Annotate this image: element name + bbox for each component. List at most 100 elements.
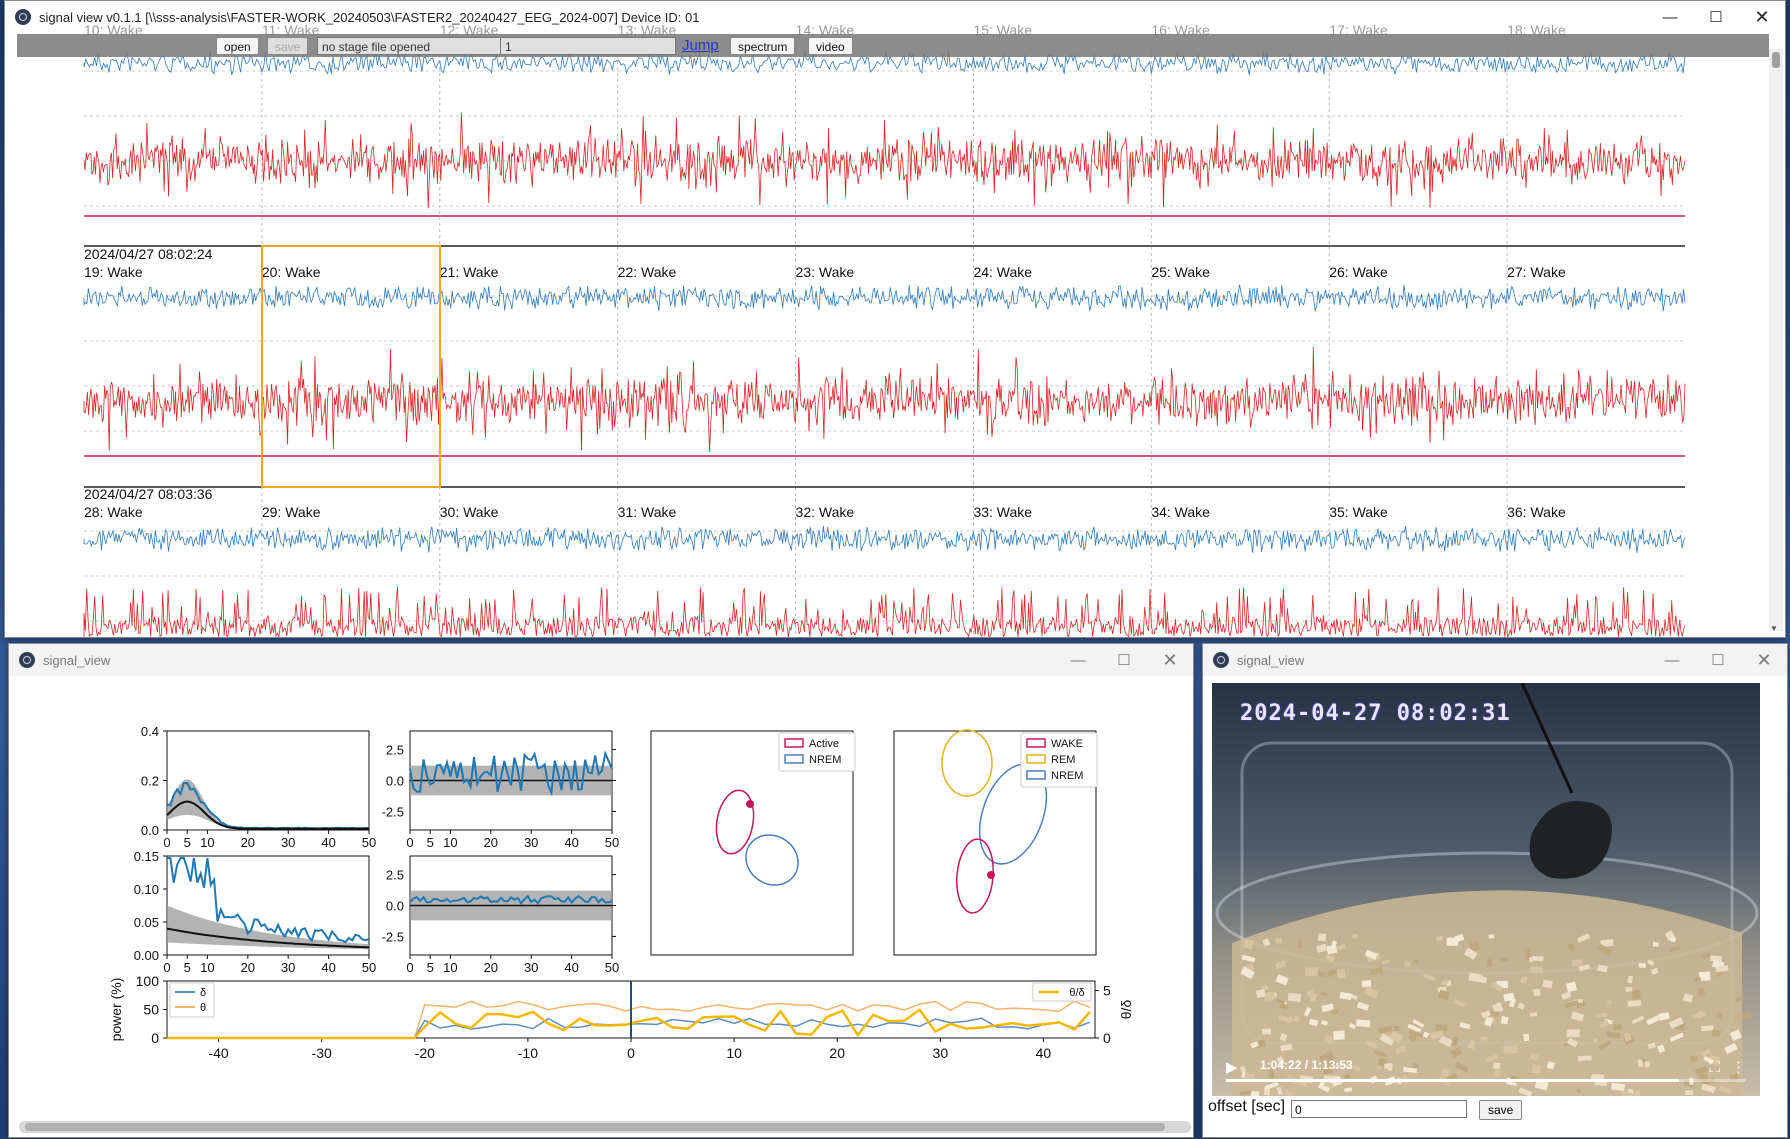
epoch-label[interactable]: 35: Wake (1329, 504, 1388, 520)
bedding-chip (1652, 942, 1659, 947)
jump-epoch-input[interactable]: 1 (500, 37, 676, 55)
epoch-label[interactable]: 33: Wake (973, 504, 1032, 520)
bedding-chip (1450, 1046, 1463, 1058)
epoch-label[interactable]: 21: Wake (440, 264, 499, 280)
bedding-chip (1317, 933, 1327, 942)
jump-link[interactable]: Jump (682, 37, 719, 54)
bedding-chip (1492, 1002, 1504, 1014)
scroll-down-arrow[interactable]: ▼ (1770, 624, 1778, 633)
epoch-label[interactable]: 26: Wake (1329, 264, 1388, 280)
bedding-chip (1711, 1029, 1721, 1038)
bedding-chip (1334, 943, 1346, 952)
bedding-chip (1469, 940, 1481, 952)
video-progress-bar[interactable] (1226, 1079, 1746, 1082)
cluster-ellipse (941, 729, 993, 797)
bedding-chip (1566, 1037, 1578, 1048)
bedding-chip (1323, 1034, 1334, 1045)
play-icon[interactable]: ▶ (1226, 1059, 1238, 1076)
bedding-chip (1318, 1050, 1335, 1065)
bedding-chip (1483, 1016, 1494, 1027)
main-toolbar: open save no stage file opened 1 Jump sp… (17, 34, 1769, 57)
epoch-label[interactable]: 24: Wake (973, 264, 1032, 280)
video-titlebar: signal_view — ☐ ✕ (1203, 644, 1787, 676)
minimize-button[interactable]: — (1070, 651, 1086, 669)
legend-label: θ (200, 1002, 206, 1014)
timeline-series (167, 1000, 1091, 1039)
bedding-chip (1378, 1026, 1393, 1034)
spectrum-button[interactable]: spectrum (730, 37, 796, 55)
minimize-button[interactable]: — (1662, 8, 1678, 26)
bedding-chip (1647, 1042, 1657, 1050)
mean-spectrum (166, 927, 370, 949)
epoch-label[interactable]: 29: Wake (262, 504, 321, 520)
epoch-label[interactable]: 20: Wake (262, 264, 321, 280)
video-player[interactable]: 2024-04-27 08:02:31 ▶ 1:04:22 / 1:13:53 … (1212, 683, 1760, 1096)
epoch-label[interactable]: 19: Wake (84, 264, 143, 280)
more-options-icon[interactable]: ⋮ (1731, 1059, 1746, 1076)
bedding-chip (1446, 937, 1459, 946)
bedding-chip (1522, 948, 1531, 953)
epoch-label[interactable]: 23: Wake (796, 264, 855, 280)
vertical-scrollbar[interactable]: ▼ (1769, 49, 1783, 633)
scrollbar-thumb[interactable] (25, 1123, 1165, 1131)
spectrum-window: signal_view — ☐ ✕ 0.4 0.2 0.0 0 5 10 20 30 40 50 0… (8, 643, 1194, 1138)
tick-label: -40 (208, 1045, 228, 1061)
signal-traces[interactable]: 2024/04/27 08:02:24 2024/04/27 08:03:36 … (5, 1, 1785, 637)
epoch-label[interactable]: 25: Wake (1151, 264, 1210, 280)
close-button[interactable]: ✕ (1162, 649, 1178, 670)
mouse-silhouette (1529, 801, 1612, 879)
stage-file-field[interactable]: no stage file opened (317, 37, 503, 55)
epoch-label[interactable]: 34: Wake (1151, 504, 1210, 520)
epoch-label[interactable]: 30: Wake (440, 504, 499, 520)
close-button[interactable]: ✕ (1754, 6, 1770, 27)
bedding-chip (1592, 1037, 1598, 1044)
signal-trace (83, 346, 1686, 452)
bedding-chip (1331, 940, 1338, 947)
bedding-chip (1323, 1081, 1334, 1089)
epoch-label[interactable]: 22: Wake (618, 264, 677, 280)
video-window-title: signal_view (1237, 652, 1305, 668)
bedding-chip (1361, 979, 1372, 988)
bedding-chip (1264, 1081, 1279, 1091)
horizontal-scrollbar[interactable] (19, 1121, 1191, 1133)
bedding-chip (1517, 1002, 1525, 1010)
epoch-label[interactable]: 32: Wake (796, 504, 855, 520)
save-button[interactable]: save (267, 37, 309, 55)
bedding-chip (1534, 1079, 1549, 1091)
bedding-chip (1243, 938, 1254, 950)
maximize-button[interactable]: ☐ (1117, 652, 1131, 669)
offset-save-button[interactable]: save (1479, 1100, 1523, 1120)
open-button[interactable]: open (216, 37, 259, 55)
epoch-label[interactable]: 36: Wake (1507, 504, 1566, 520)
video-button[interactable]: video (808, 37, 853, 55)
bedding-chip (1606, 999, 1613, 1006)
minimize-button[interactable]: — (1664, 651, 1680, 669)
bedding-chip (1741, 1011, 1752, 1020)
selected-epoch-box[interactable] (261, 245, 441, 488)
epoch-label[interactable]: 28: Wake (84, 504, 143, 520)
bedding-chip (1644, 1061, 1650, 1068)
bedding-chip (1263, 991, 1276, 1002)
close-button[interactable]: ✕ (1756, 649, 1772, 670)
bedding-chip (1487, 1011, 1500, 1017)
epoch-label[interactable]: 31: Wake (618, 504, 677, 520)
bedding-chip (1595, 1012, 1608, 1018)
epoch-label[interactable]: 27: Wake (1507, 264, 1566, 280)
bedding-chip (1342, 1062, 1351, 1068)
bedding-chip (1438, 1035, 1453, 1048)
bedding-chip (1623, 1032, 1632, 1042)
fullscreen-icon[interactable]: ⛶ (1709, 1059, 1720, 1076)
offset-input[interactable]: 0 (1291, 1100, 1467, 1118)
bedding-chip (1239, 1065, 1247, 1074)
bedding-chip (1422, 973, 1436, 981)
current-point (746, 800, 754, 808)
maximize-button[interactable]: ☐ (1709, 9, 1723, 26)
bedding-chip (1533, 988, 1541, 997)
maximize-button[interactable]: ☐ (1711, 652, 1725, 669)
axis-label: θ/δ (1118, 1000, 1134, 1020)
bedding-chip (1276, 1056, 1286, 1066)
scrollbar-thumb[interactable] (1772, 52, 1780, 68)
bedding-chip (1637, 1059, 1644, 1068)
video-progress-fill (1226, 1079, 1679, 1082)
tick-label: 50 (362, 835, 376, 850)
